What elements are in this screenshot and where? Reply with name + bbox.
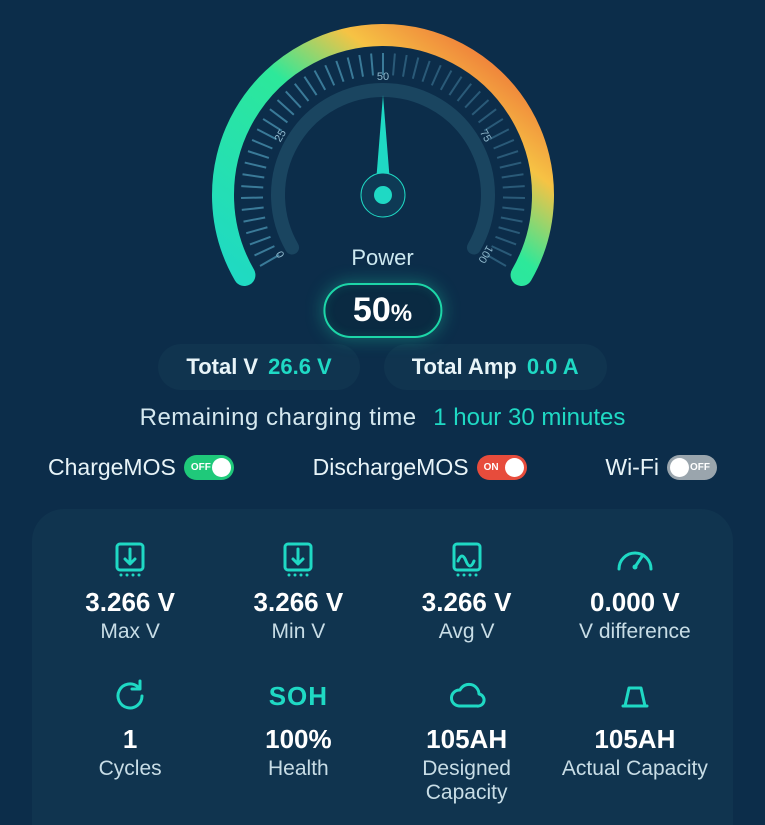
wifi-switch[interactable]: OFF <box>667 455 717 480</box>
remaining-row: Remaining charging time 1 hour 30 minute… <box>0 404 765 432</box>
toggles-row: ChargeMOS OFF DischargeMOS ON Wi-Fi OFF <box>0 454 765 481</box>
stat-max-v-label: Max V <box>100 620 160 644</box>
voltage-up-icon <box>110 537 150 581</box>
wifi-switch-text: OFF <box>690 462 710 473</box>
stat-avg-v: 3.266 V Avg V <box>387 537 547 644</box>
stat-actual-value: 105AH <box>594 724 675 755</box>
total-amp-value: 0.0 A <box>527 354 579 380</box>
discharge-mos-switch-text: ON <box>484 462 499 473</box>
stat-min-v: 3.266 V Min V <box>218 537 378 644</box>
stat-max-v-value: 3.266 V <box>85 587 175 618</box>
gauge-label: Power <box>351 245 413 271</box>
stat-designed-label: Designed Capacity <box>387 757 547 805</box>
stat-v-diff-value: 0.000 V <box>590 587 680 618</box>
stat-health: SOH 100% Health <box>218 674 378 805</box>
total-voltage-label: Total V <box>186 354 258 380</box>
stat-health-value: 100% <box>265 724 332 755</box>
stat-designed: 105AH Designed Capacity <box>387 674 547 805</box>
power-gauge: 0255075100 Power 50% <box>183 0 583 310</box>
percent-sign: % <box>391 300 412 327</box>
remaining-label: Remaining charging time <box>140 404 417 431</box>
stat-actual: 105AH Actual Capacity <box>555 674 715 805</box>
percent-value: 50 <box>353 291 391 329</box>
wifi-toggle-item: Wi-Fi OFF <box>605 454 717 481</box>
stat-designed-value: 105AH <box>426 724 507 755</box>
charge-mos-switch-text: OFF <box>191 462 211 473</box>
discharge-mos-label: DischargeMOS <box>313 454 469 481</box>
stat-v-diff-label: V difference <box>579 620 691 644</box>
percent-badge: 50% <box>323 283 442 338</box>
totals-row: Total V 26.6 V Total Amp 0.0 A <box>0 344 765 390</box>
wave-icon <box>447 537 487 581</box>
discharge-mos-toggle-item: DischargeMOS ON <box>313 454 527 481</box>
wifi-label: Wi-Fi <box>605 454 659 481</box>
stat-cycles-value: 1 <box>123 724 137 755</box>
soh-icon: SOH <box>269 674 328 718</box>
cloud-icon <box>445 674 489 718</box>
voltage-down-icon <box>278 537 318 581</box>
stat-health-label: Health <box>268 757 329 781</box>
stats-panel: 3.266 V Max V 3.266 V Min V 3.266 V Avg … <box>32 509 733 825</box>
stat-max-v: 3.266 V Max V <box>50 537 210 644</box>
switch-knob <box>505 458 524 477</box>
total-voltage-value: 26.6 V <box>268 354 332 380</box>
stat-avg-v-value: 3.266 V <box>422 587 512 618</box>
discharge-mos-switch[interactable]: ON <box>477 455 527 480</box>
stat-v-diff: 0.000 V V difference <box>555 537 715 644</box>
gauge-icon <box>613 537 657 581</box>
stat-actual-label: Actual Capacity <box>562 757 708 781</box>
stat-cycles-label: Cycles <box>99 757 162 781</box>
svg-text:50: 50 <box>376 71 388 83</box>
stat-avg-v-label: Avg V <box>439 620 495 644</box>
stat-min-v-label: Min V <box>272 620 326 644</box>
charge-mos-switch[interactable]: OFF <box>184 455 234 480</box>
stat-cycles: 1 Cycles <box>50 674 210 805</box>
svg-text:0: 0 <box>274 248 287 259</box>
remaining-value: 1 hour 30 minutes <box>433 404 625 431</box>
capacity-icon <box>615 674 655 718</box>
switch-knob <box>212 458 231 477</box>
total-amp-pill: Total Amp 0.0 A <box>384 344 607 390</box>
stat-min-v-value: 3.266 V <box>254 587 344 618</box>
charge-mos-label: ChargeMOS <box>48 454 176 481</box>
total-voltage-pill: Total V 26.6 V <box>158 344 359 390</box>
charge-mos-toggle-item: ChargeMOS OFF <box>48 454 234 481</box>
switch-knob <box>670 458 689 477</box>
cycle-icon <box>110 674 150 718</box>
total-amp-label: Total Amp <box>412 354 517 380</box>
